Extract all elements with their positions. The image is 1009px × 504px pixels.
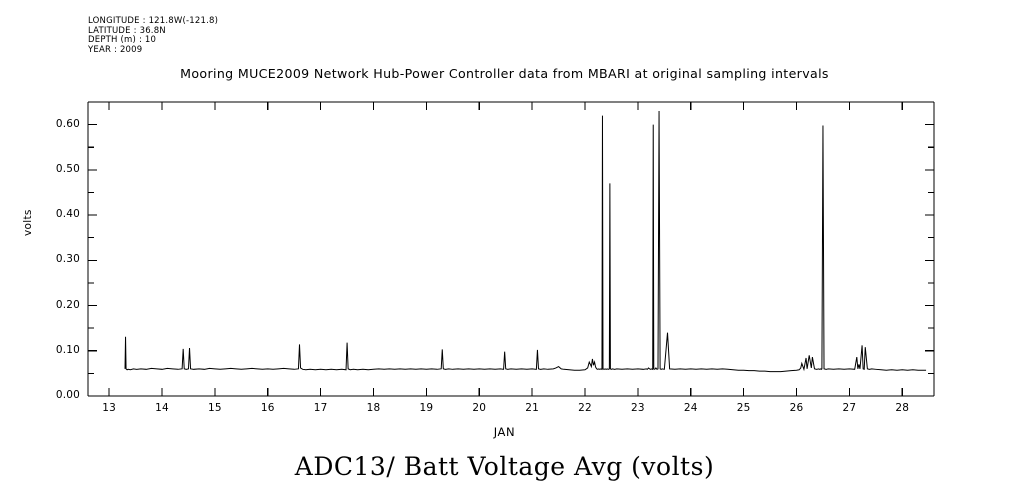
x-tick-label: 13 xyxy=(102,402,117,414)
y-tick-label: 0.20 xyxy=(55,298,80,311)
chart-caption: ADC13/ Batt Voltage Avg (volts) xyxy=(294,452,715,481)
x-tick-label: 26 xyxy=(789,402,804,414)
x-tick-label: 19 xyxy=(419,402,434,414)
y-tick-label: 0.50 xyxy=(55,162,80,175)
x-tick-label: 16 xyxy=(260,402,275,414)
x-tick-label: 21 xyxy=(525,402,540,414)
axis-layer xyxy=(87,101,935,397)
metadata-latitude: LATITUDE : 36.8N xyxy=(88,25,166,36)
x-axis-title: JAN xyxy=(493,425,516,439)
x-tick-label: 24 xyxy=(683,402,698,414)
data-trace-layer xyxy=(124,111,927,373)
y-tick-label: 0.10 xyxy=(55,343,80,356)
x-tick-label: 27 xyxy=(842,402,857,414)
x-tick-label: 15 xyxy=(208,402,222,414)
x-tick-label: 28 xyxy=(895,402,910,414)
y-tick-label: 0.60 xyxy=(55,117,80,130)
x-tick-label: 14 xyxy=(155,402,169,414)
x-tick-label: 18 xyxy=(366,402,381,414)
x-tick-label: 17 xyxy=(313,402,328,414)
metadata-year: YEAR : 2009 xyxy=(88,44,143,55)
y-tick-label: 0.00 xyxy=(55,389,80,401)
x-tick-label: 20 xyxy=(472,402,487,414)
metadata-block: LONGITUDE : 121.8W(-121.8) LATITUDE : 36… xyxy=(88,16,219,55)
metadata-depth: DEPTH (m) : 10 xyxy=(88,35,157,46)
chart-title: Mooring MUCE2009 Network Hub-Power Contr… xyxy=(180,66,829,81)
y-tick-label: 0.30 xyxy=(55,253,80,266)
y-tick-label: 0.40 xyxy=(55,208,80,221)
data-series-line xyxy=(124,111,927,373)
x-tick-label: 22 xyxy=(578,402,592,414)
x-tick-label: 23 xyxy=(631,402,645,414)
metadata-longitude: LONGITUDE : 121.8W(-121.8) xyxy=(88,16,219,26)
y-axis-title: volts xyxy=(22,209,34,236)
x-tick-label: 25 xyxy=(736,402,751,414)
